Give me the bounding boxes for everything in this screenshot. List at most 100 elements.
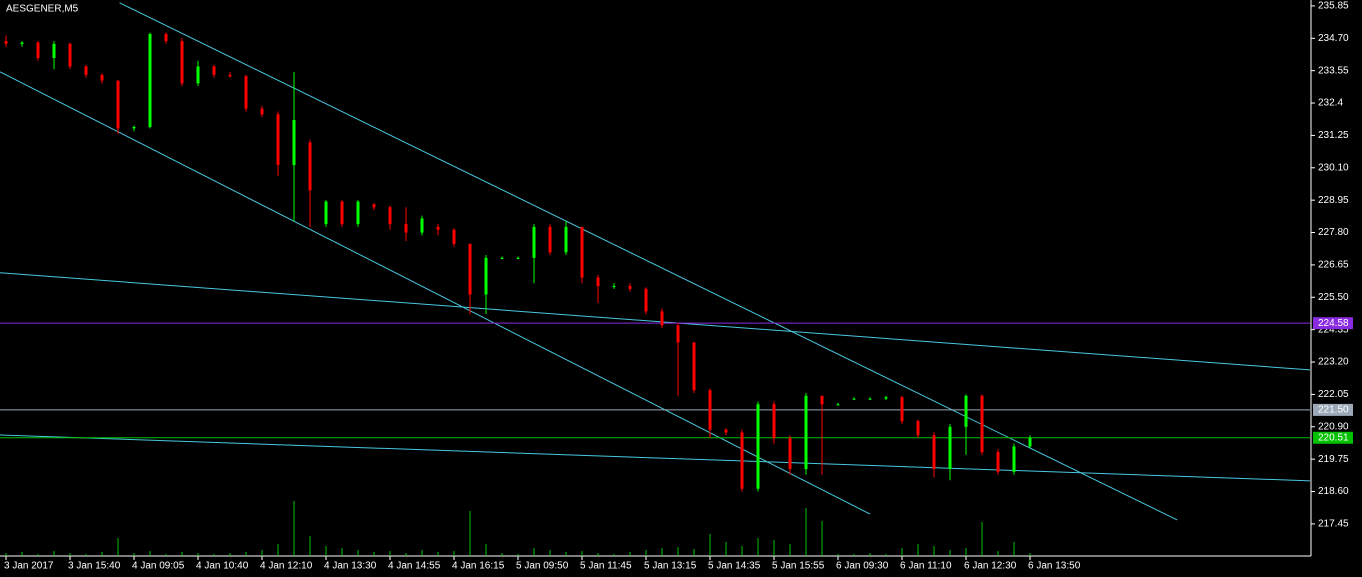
- price-label-box: [1313, 431, 1353, 444]
- y-tick-label: 219.75: [1318, 454, 1349, 465]
- y-tick-label: 228.95: [1318, 195, 1349, 206]
- price-label-box: [1313, 403, 1353, 416]
- candle-body: [436, 226, 440, 230]
- trend-line: [0, 434, 1311, 482]
- x-tick-label: 6 Jan 12:30: [964, 561, 1017, 572]
- plot-area: [0, 2, 1311, 556]
- x-tick-label: 6 Jan 09:30: [836, 561, 889, 572]
- candle-body: [820, 395, 824, 405]
- candle-body: [516, 257, 520, 259]
- candle-body: [580, 226, 584, 278]
- candle-body: [1028, 438, 1032, 447]
- candle-body: [868, 398, 872, 400]
- candle-body: [324, 201, 328, 225]
- candle-body: [612, 286, 616, 288]
- candle-body: [52, 43, 56, 58]
- candle-body: [980, 395, 984, 453]
- y-tick-label: 235.85: [1318, 1, 1349, 12]
- y-tick-label: 227.80: [1318, 227, 1349, 238]
- trend-line: [119, 2, 1178, 521]
- price-label: 220.51: [1318, 432, 1349, 443]
- candle-body: [212, 66, 216, 75]
- x-tick-label: 5 Jan 14:35: [708, 561, 761, 572]
- candle-body: [420, 218, 424, 233]
- candle-body: [932, 435, 936, 470]
- candle-body: [132, 126, 136, 129]
- y-tick-label: 218.60: [1318, 486, 1349, 497]
- y-tick-label: 232.4: [1318, 98, 1343, 109]
- x-tick-label: 5 Jan 11:45: [580, 561, 632, 572]
- trend-line: [0, 272, 1311, 371]
- x-tick-label: 4 Jan 16:15: [452, 561, 505, 572]
- candle-body: [644, 288, 648, 312]
- candle-body: [548, 226, 552, 253]
- candle-body: [260, 108, 264, 115]
- candle-body: [900, 397, 904, 422]
- candle-body: [996, 452, 1000, 472]
- x-tick-label: 5 Jan 13:15: [644, 561, 697, 572]
- x-tick-label: 3 Jan 2017: [4, 561, 54, 572]
- y-tick-label: 230.10: [1318, 162, 1349, 173]
- candle-body: [500, 257, 504, 259]
- price-label-box: [1313, 317, 1353, 330]
- x-tick-label: 4 Jan 12:10: [260, 561, 313, 572]
- candle-body: [484, 257, 488, 295]
- candle-body: [596, 277, 600, 287]
- y-tick-label: 225.50: [1318, 292, 1349, 303]
- candle-body: [228, 74, 232, 77]
- x-tick-label: 3 Jan 15:40: [68, 561, 121, 572]
- candle-body: [660, 311, 664, 326]
- candle-body: [244, 76, 248, 109]
- x-tick-label: 4 Jan 14:55: [388, 561, 441, 572]
- candle-body: [276, 114, 280, 165]
- candle-body: [676, 325, 680, 343]
- price-label: 224.58: [1318, 318, 1349, 329]
- x-tick-label: 4 Jan 10:40: [196, 561, 249, 572]
- candle-body: [84, 66, 88, 75]
- candle-body: [948, 426, 952, 470]
- candle-body: [308, 142, 312, 191]
- y-tick-label: 224.35: [1318, 324, 1349, 335]
- x-tick-label: 5 Jan 15:55: [772, 561, 825, 572]
- y-tick-label: 220.90: [1318, 421, 1349, 432]
- candle-body: [884, 397, 888, 399]
- candle-body: [756, 404, 760, 489]
- candle-body: [964, 395, 968, 427]
- candle-body: [148, 34, 152, 127]
- x-tick-label: 4 Jan 09:05: [132, 561, 185, 572]
- candle-body: [356, 201, 360, 225]
- candle-body: [788, 438, 792, 470]
- candle-body: [372, 204, 376, 208]
- candle-body: [164, 34, 168, 42]
- candle-body: [180, 41, 184, 84]
- candle-body: [292, 119, 296, 165]
- y-tick-label: 226.65: [1318, 260, 1349, 271]
- trend-line: [0, 71, 871, 515]
- candle-body: [1012, 446, 1016, 472]
- candle-body: [36, 42, 40, 58]
- y-tick-label: 222.05: [1318, 389, 1349, 400]
- candle-body: [852, 398, 856, 400]
- candle-body: [4, 41, 8, 44]
- candle-body: [708, 390, 712, 430]
- x-tick-label: 4 Jan 13:30: [324, 561, 377, 572]
- candle-body: [100, 74, 104, 81]
- candle-body: [772, 404, 776, 439]
- y-tick-label: 233.55: [1318, 65, 1349, 76]
- x-tick-label: 6 Jan 11:10: [900, 561, 952, 572]
- price-label: 221.50: [1318, 405, 1349, 416]
- candle-body: [388, 207, 392, 225]
- candle-body: [452, 229, 456, 244]
- candle-body: [692, 342, 696, 391]
- candle-body: [340, 201, 344, 225]
- candle-body: [404, 224, 408, 233]
- candle-body: [68, 43, 72, 67]
- candle-body: [804, 395, 808, 470]
- x-tick-label: 5 Jan 09:50: [516, 561, 569, 572]
- candle-body: [836, 404, 840, 406]
- candle-body: [916, 421, 920, 436]
- chart-title: AESGENER,M5: [6, 4, 79, 15]
- candle-body: [20, 42, 24, 44]
